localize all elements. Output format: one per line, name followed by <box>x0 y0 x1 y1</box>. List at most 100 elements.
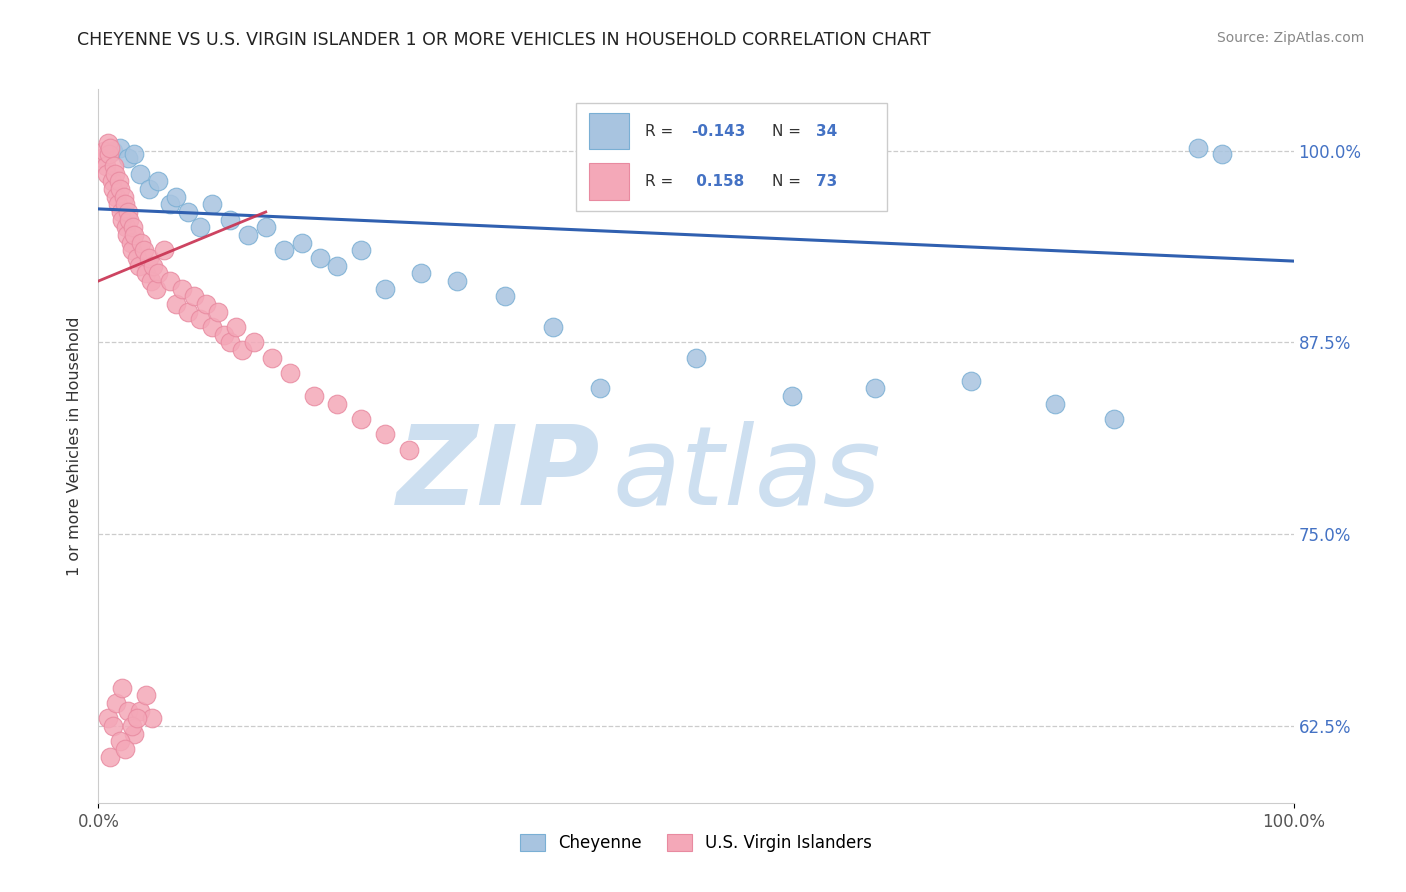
Point <box>254 220 277 235</box>
Point <box>780 389 803 403</box>
Point <box>131 235 153 250</box>
Point <box>141 711 163 725</box>
Point <box>98 140 122 154</box>
Point <box>100 174 122 188</box>
Point <box>865 381 887 395</box>
Point <box>374 427 396 442</box>
Point <box>117 205 139 219</box>
Point <box>101 144 124 158</box>
Point <box>236 227 259 242</box>
Point <box>107 174 129 188</box>
Point <box>183 289 205 303</box>
Point <box>145 282 167 296</box>
Point <box>93 144 115 158</box>
Point <box>177 205 200 219</box>
Point <box>177 304 200 318</box>
Point <box>115 227 138 242</box>
Text: CHEYENNE VS U.S. VIRGIN ISLANDER 1 OR MORE VEHICLES IN HOUSEHOLD CORRELATION CHA: CHEYENNE VS U.S. VIRGIN ISLANDER 1 OR MO… <box>77 31 931 49</box>
Point <box>308 251 330 265</box>
Point <box>148 174 170 188</box>
Point <box>111 681 134 695</box>
Point <box>128 259 150 273</box>
Point <box>142 259 165 273</box>
Legend: Cheyenne, U.S. Virgin Islanders: Cheyenne, U.S. Virgin Islanders <box>513 827 879 859</box>
Point <box>135 689 157 703</box>
Point <box>114 742 136 756</box>
Point <box>117 704 139 718</box>
Point <box>172 282 194 296</box>
Point <box>138 182 160 196</box>
Point <box>1104 412 1126 426</box>
Point <box>135 266 157 280</box>
Point <box>91 151 114 165</box>
Point <box>159 274 181 288</box>
Point <box>398 442 420 457</box>
Point <box>101 182 124 196</box>
Point <box>125 711 148 725</box>
Point <box>219 335 242 350</box>
Point <box>121 244 143 258</box>
Point <box>960 374 983 388</box>
Point <box>94 159 117 173</box>
Point <box>188 220 211 235</box>
Point <box>124 727 146 741</box>
Text: Source: ZipAtlas.com: Source: ZipAtlas.com <box>1216 31 1364 45</box>
Point <box>115 220 138 235</box>
Point <box>1211 146 1233 161</box>
Point <box>139 274 162 288</box>
Point <box>112 189 135 203</box>
Point <box>129 167 152 181</box>
Point <box>117 151 139 165</box>
Point <box>350 244 373 258</box>
Point <box>97 711 120 725</box>
Point <box>207 304 229 318</box>
Point <box>125 251 148 265</box>
Point <box>494 289 516 303</box>
Text: ZIP: ZIP <box>396 421 600 528</box>
Point <box>122 220 145 235</box>
Point <box>108 140 131 154</box>
Point <box>225 320 247 334</box>
Point <box>121 719 143 733</box>
Point <box>273 244 295 258</box>
Point <box>96 167 118 181</box>
Point <box>165 189 187 203</box>
Point <box>159 197 181 211</box>
Point <box>1187 140 1209 154</box>
Point <box>446 274 468 288</box>
Point <box>326 397 349 411</box>
Point <box>111 212 134 227</box>
Point <box>260 351 283 365</box>
Point <box>124 146 146 161</box>
Point <box>108 734 131 748</box>
Point <box>231 343 253 357</box>
Point <box>165 297 187 311</box>
Point <box>114 197 136 211</box>
Point <box>105 696 128 710</box>
Point <box>104 167 127 181</box>
Point <box>124 227 146 242</box>
Point <box>195 297 218 311</box>
Point <box>129 704 152 718</box>
Point <box>101 719 124 733</box>
Point <box>278 366 301 380</box>
Point <box>685 351 707 365</box>
Point <box>98 749 122 764</box>
Point <box>326 259 349 273</box>
Point <box>212 327 235 342</box>
Point <box>1043 397 1066 411</box>
Point <box>589 381 612 395</box>
Point <box>243 335 266 350</box>
Point <box>107 197 129 211</box>
Text: atlas: atlas <box>613 421 882 528</box>
Point <box>103 159 125 173</box>
Point <box>148 266 170 280</box>
Point <box>97 136 120 150</box>
Point <box>110 205 132 219</box>
Point <box>120 235 142 250</box>
Point <box>411 266 433 280</box>
Point <box>302 389 325 403</box>
Point <box>108 182 131 196</box>
Point <box>153 244 176 258</box>
Point <box>188 312 211 326</box>
